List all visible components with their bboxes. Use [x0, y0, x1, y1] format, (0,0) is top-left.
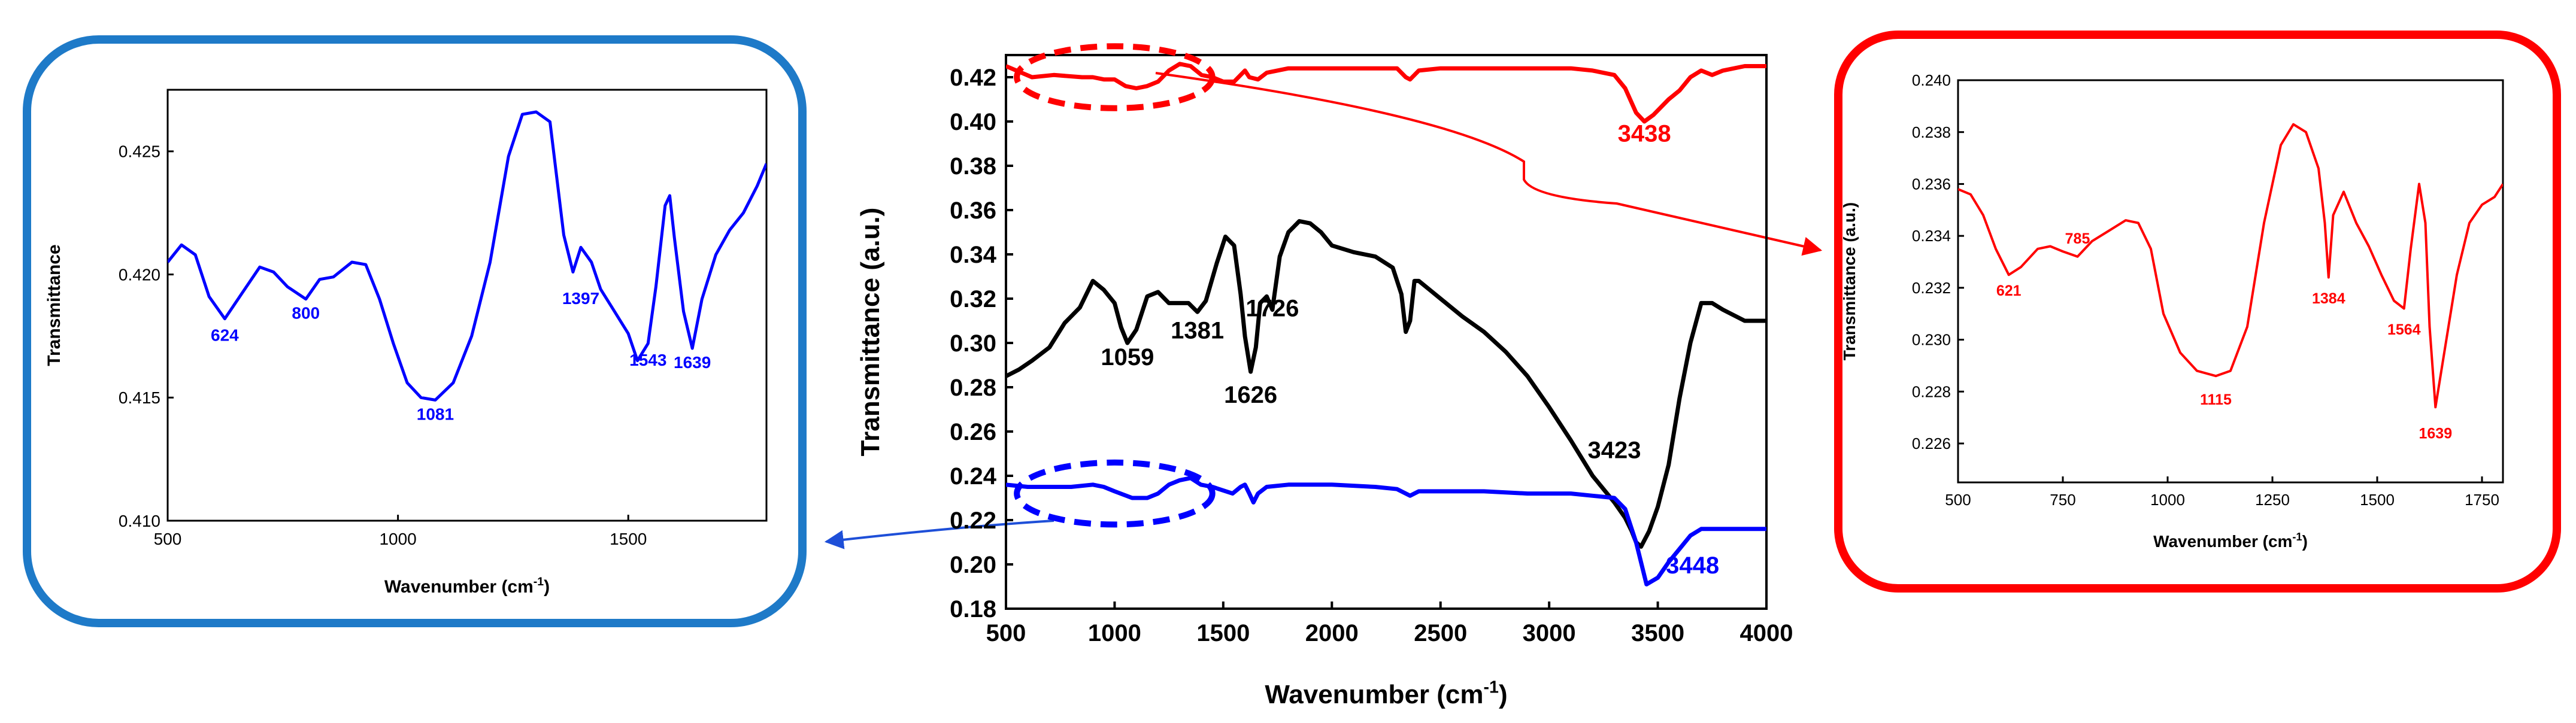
- main-ytick-label: 0.24: [950, 463, 997, 490]
- inset-blue-ytick-label: 0.420: [119, 265, 160, 284]
- inset-blue-ytick-label: 0.410: [119, 512, 160, 530]
- main-xtick-label: 2500: [1414, 620, 1467, 646]
- main-xtick-label: 1000: [1088, 620, 1141, 646]
- main-peak-label: 1059: [1101, 344, 1154, 370]
- inset-blue-chart: 500 1000 1500 0.410 0.415 0.420 0.425 Wavenumbe…: [44, 89, 768, 597]
- inset-blue-peak-label: 1397: [562, 289, 599, 308]
- inset-red-ytick-label: 0.238: [1912, 123, 1951, 141]
- red-connector-arrow: [1155, 72, 1823, 256]
- inset-blue-xtick-label: 1000: [379, 530, 416, 548]
- main-ytick-label: 0.42: [950, 65, 996, 91]
- main-ytick-label: 0.34: [950, 242, 997, 268]
- main-ytick-label: 0.30: [950, 330, 996, 357]
- main-chart: 500 1000 1500 2000 2500 3000 3500 4000 0.18 0.20 0…: [856, 43, 1793, 709]
- inset-red-plot-frame: [1957, 79, 2504, 484]
- inset-blue-x-axis-label: Wavenumber (cm-1): [384, 575, 550, 597]
- inset-red-ytick-label: 0.234: [1912, 227, 1951, 245]
- main-peak-label: 1726: [1245, 296, 1299, 322]
- main-peak-label: 3448: [1666, 552, 1719, 579]
- main-highlight-ellipse: [1014, 43, 1216, 111]
- blue-connector-arrow: [824, 520, 1054, 549]
- main-xtick-label: 3000: [1523, 620, 1576, 646]
- inset-red-ytick-label: 0.232: [1912, 279, 1951, 297]
- main-peak-label: 3438: [1618, 120, 1671, 147]
- main-ytick-label: 0.20: [950, 552, 996, 578]
- inset-blue-y-axis-label: Transmittance: [44, 244, 64, 366]
- inset-blue-peak-label: 1081: [417, 405, 454, 423]
- main-xtick-label: 500: [986, 620, 1026, 646]
- inset-blue-plot-frame: [166, 89, 768, 522]
- main-peak-label: 1626: [1224, 382, 1277, 408]
- main-ytick-label: 0.18: [950, 596, 996, 622]
- inset-red-ytick-label: 0.236: [1912, 175, 1951, 193]
- inset-red-xtick-label: 1750: [2465, 491, 2499, 509]
- inset-red-peak-label: 621: [1996, 282, 2022, 299]
- main-xtick-label: 4000: [1740, 620, 1793, 646]
- main-ytick-label: 0.28: [950, 375, 996, 401]
- main-ytick-label: 0.26: [950, 419, 996, 445]
- inset-blue-peak-label: 1639: [674, 353, 711, 372]
- main-ytick-label: 0.38: [950, 153, 996, 180]
- main-x-axis-label: Wavenumber (cm-1): [1265, 678, 1507, 709]
- main-xtick-label: 2000: [1305, 620, 1359, 646]
- inset-red-xtick-label: 750: [2050, 491, 2075, 509]
- inset-red-peak-label: 785: [2065, 230, 2090, 247]
- inset-red-xtick-label: 1250: [2255, 491, 2290, 509]
- main-peak-label: 1381: [1171, 318, 1224, 344]
- inset-red-y-axis-label: Transmittance (a.u.): [1840, 202, 1859, 361]
- inset-red-peak-label: 1564: [2387, 321, 2421, 338]
- inset-blue-xtick-label: 500: [154, 530, 182, 548]
- main-series-blue: [1006, 476, 1766, 587]
- inset-red-xtick-label: 500: [1945, 491, 1971, 509]
- inset-red-xtick-label: 1000: [2150, 491, 2185, 509]
- main-ytick-label: 0.40: [950, 109, 996, 135]
- inset-red-xtick-label: 1500: [2360, 491, 2395, 509]
- main-ytick-label: 0.36: [950, 198, 996, 224]
- inset-red-series-red-detail: [1958, 123, 2503, 409]
- main-xtick-label: 1500: [1196, 620, 1250, 646]
- inset-red-peak-label: 1115: [2200, 391, 2232, 408]
- inset-blue-xtick-label: 1500: [610, 530, 647, 548]
- inset-blue-peak-label: 800: [292, 304, 320, 323]
- inset-blue-series-blue-detail: [168, 110, 766, 402]
- main-series-black: [1006, 219, 1766, 549]
- inset-blue-frame: [23, 35, 807, 627]
- main-highlight-ellipse: [1014, 459, 1216, 528]
- inset-red-peak-label: 1384: [2312, 290, 2345, 307]
- inset-red-x-axis-label: Wavenumber (cm-1): [2153, 531, 2308, 551]
- main-ytick-label: 0.32: [950, 286, 996, 312]
- inset-red-ytick-label: 0.226: [1912, 435, 1951, 452]
- inset-red-ytick-label: 0.240: [1912, 71, 1951, 89]
- main-peak-label: 3423: [1588, 437, 1641, 463]
- main-ytick-label: 0.22: [950, 508, 996, 534]
- inset-red-ytick-label: 0.230: [1912, 331, 1951, 349]
- inset-red-chart: 500 750 1000 1250 1500 1750 0.226 0.228 0.230 0.2…: [1840, 71, 2504, 551]
- inset-blue-ytick-label: 0.425: [119, 142, 160, 161]
- inset-blue-peak-label: 624: [211, 326, 239, 345]
- main-y-axis-label: Transmittance (a.u.): [856, 208, 885, 457]
- inset-red-ytick-label: 0.228: [1912, 382, 1951, 400]
- main-plot-frame: [1005, 54, 1768, 610]
- main-xtick-label: 3500: [1631, 620, 1684, 646]
- inset-red-peak-label: 1639: [2419, 425, 2452, 442]
- inset-blue-peak-label: 1543: [629, 351, 666, 369]
- main-series-red: [1006, 62, 1766, 124]
- inset-blue-ytick-label: 0.415: [119, 388, 160, 407]
- inset-red-frame: [1834, 31, 2561, 593]
